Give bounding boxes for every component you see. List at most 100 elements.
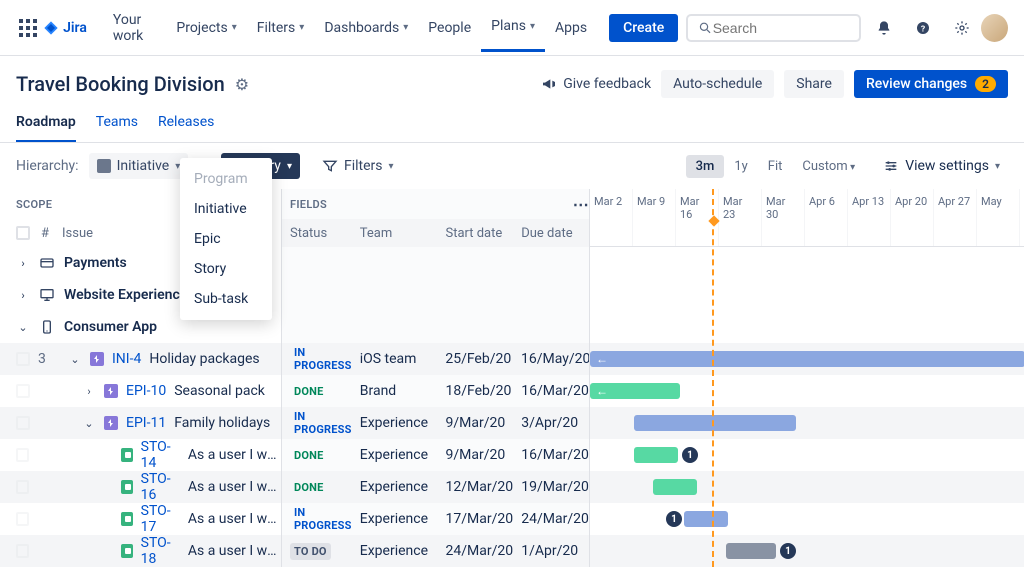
scope-row[interactable]: STO-18As a user I want… (0, 535, 281, 567)
field-row: IN PROGRESSExperience9/Mar/203/Apr/20 (282, 407, 589, 439)
avatar[interactable] (981, 14, 1008, 42)
scope-row[interactable]: STO-17As a user I want… (0, 503, 281, 535)
gantt-bar[interactable] (684, 511, 728, 527)
expand-toggle[interactable]: › (82, 384, 96, 398)
nav-item-plans[interactable]: Plans▾ (481, 4, 545, 52)
timeline-panel: Mar 2Mar 9Mar 16Mar 23Mar 30Apr 6Apr 13A… (589, 189, 1024, 567)
hierarchy-option-sub-task[interactable]: Sub-task (180, 284, 272, 314)
nav-item-filters[interactable]: Filters▾ (247, 4, 315, 52)
issue-key[interactable]: STO-17 (141, 503, 180, 535)
help-icon[interactable]: ? (907, 12, 938, 44)
timeline-date-cell: Apr 27 (934, 189, 977, 246)
zoom-3m[interactable]: 3m (686, 155, 725, 178)
gantt-bar[interactable] (634, 447, 678, 463)
row-checkbox[interactable] (16, 416, 30, 430)
top-nav: Jira Your workProjects▾Filters▾Dashboard… (0, 0, 1024, 56)
hierarchy-option-epic[interactable]: Epic (180, 224, 272, 254)
hierarchy-from-select[interactable]: Initiative ▾ (89, 153, 189, 179)
notifications-icon[interactable] (869, 12, 900, 44)
zoom-custom[interactable]: Custom ▾ (792, 155, 865, 178)
expand-toggle[interactable]: ⌄ (16, 320, 30, 334)
gantt-bar[interactable] (726, 543, 776, 559)
epic-name: Consumer App (64, 319, 157, 335)
timeline-row: 1 (590, 503, 1024, 535)
gantt-bar[interactable]: ← (590, 351, 1024, 367)
hierarchy-option-story[interactable]: Story (180, 254, 272, 284)
settings-icon[interactable] (946, 12, 977, 44)
issue-key[interactable]: EPI-11 (126, 415, 166, 431)
scope-row[interactable]: ⌄EPI-11Family holidays (0, 407, 281, 439)
due-date-header: Due date (521, 226, 589, 241)
field-row: IN PROGRESSExperience17/Mar/2024/Mar/20 (282, 503, 589, 535)
share-button[interactable]: Share (784, 70, 844, 98)
nav-item-your-work[interactable]: Your work (103, 4, 166, 52)
field-row: DONEExperience12/Mar/2019/Mar/20 (282, 471, 589, 503)
hierarchy-option-initiative[interactable]: Initiative (180, 194, 272, 224)
auto-schedule-button[interactable]: Auto-schedule (661, 70, 774, 98)
today-line (712, 189, 714, 567)
start-date-cell: 17/Mar/20 (445, 511, 521, 527)
issue-key[interactable]: STO-16 (141, 471, 180, 503)
search-input[interactable] (713, 20, 849, 36)
app-switcher-icon[interactable] (16, 16, 39, 40)
search-box[interactable] (686, 14, 860, 42)
filters-button[interactable]: Filters ▾ (322, 158, 394, 174)
view-settings-button[interactable]: View settings ▾ (875, 153, 1008, 179)
nav-item-apps[interactable]: Apps (545, 4, 597, 52)
scope-row[interactable]: ›EPI-10Seasonal pack (0, 375, 281, 407)
timeline-row: 1 (590, 535, 1024, 567)
due-date-cell: 16/May/20 (521, 351, 589, 367)
gantt-bar[interactable] (634, 415, 796, 431)
issue-key[interactable]: EPI-10 (126, 383, 166, 399)
issue-key[interactable]: INI-4 (112, 351, 141, 367)
nav-item-projects[interactable]: Projects▾ (166, 4, 246, 52)
gantt-bar[interactable]: ← (590, 383, 680, 399)
expand-toggle[interactable]: › (16, 288, 30, 302)
review-changes-button[interactable]: Review changes 2 (854, 70, 1008, 98)
tab-releases[interactable]: Releases (158, 108, 214, 142)
timeline-row: ← (590, 375, 1024, 407)
scope-row[interactable]: STO-14As a user I want… (0, 439, 281, 471)
tab-teams[interactable]: Teams (96, 108, 138, 142)
dependency-badge[interactable]: 1 (682, 447, 698, 463)
scope-row[interactable]: 3⌄INI-4Holiday packages (0, 343, 281, 375)
epic-type-icon (104, 416, 118, 430)
timeline-date-cell: Apr 20 (891, 189, 934, 246)
status-header: Status (282, 226, 360, 241)
tab-roadmap[interactable]: Roadmap (16, 108, 76, 142)
zoom-fit[interactable]: Fit (758, 155, 793, 178)
jira-logo[interactable]: Jira (43, 20, 87, 36)
timeline-body: ← ← 1 1 1 (590, 343, 1024, 567)
dependency-badge[interactable]: 1 (666, 511, 682, 527)
hierarchy-option-program: Program (180, 164, 272, 194)
timeline-row: 1 (590, 439, 1024, 471)
timeline-date-cell: Mar 2 (590, 189, 633, 246)
gantt-bar[interactable] (653, 479, 697, 495)
project-settings-icon[interactable]: ⚙ (235, 75, 249, 94)
row-checkbox[interactable] (16, 352, 30, 366)
row-checkbox[interactable] (16, 512, 29, 526)
create-button[interactable]: Create (609, 14, 678, 42)
select-all-checkbox[interactable] (16, 226, 30, 240)
dependency-badge[interactable]: 1 (780, 543, 796, 559)
zoom-1y[interactable]: 1y (724, 155, 757, 178)
fields-header: FIELDS (290, 198, 327, 211)
row-checkbox[interactable] (16, 544, 29, 558)
due-date-cell: 3/Apr/20 (521, 415, 589, 431)
issue-key[interactable]: STO-14 (141, 439, 180, 471)
row-checkbox[interactable] (16, 480, 29, 494)
hash-header: # (36, 226, 54, 241)
expand-toggle[interactable]: ⌄ (82, 416, 96, 430)
row-checkbox[interactable] (16, 448, 29, 462)
issue-key[interactable]: STO-18 (141, 535, 180, 567)
scope-row[interactable]: STO-16As a user I want… (0, 471, 281, 503)
expand-toggle[interactable]: › (16, 256, 30, 270)
expand-toggle[interactable]: ⌄ (68, 352, 82, 366)
nav-item-people[interactable]: People (418, 4, 481, 52)
nav-item-dashboards[interactable]: Dashboards▾ (314, 4, 418, 52)
project-title: Travel Booking Division (16, 72, 225, 96)
start-date-cell: 25/Feb/20 (445, 351, 521, 367)
give-feedback-button[interactable]: Give feedback (541, 76, 651, 92)
fields-more-icon[interactable]: ⋯ (573, 195, 589, 214)
row-checkbox[interactable] (16, 384, 30, 398)
